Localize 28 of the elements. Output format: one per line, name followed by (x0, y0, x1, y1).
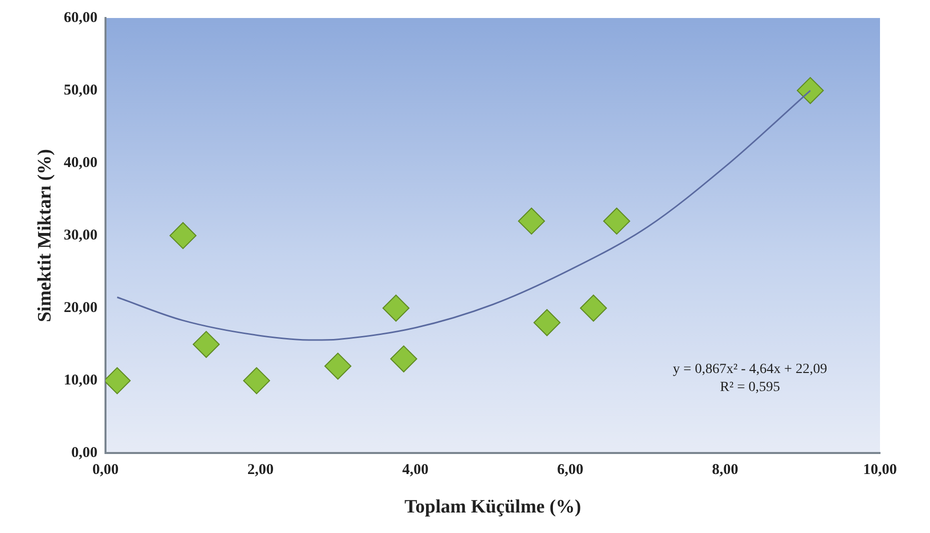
y-tick-label: 0,00 (71, 445, 98, 462)
y-axis-title: Simektit Miktarı (%) (34, 149, 56, 322)
annotation: y = 0,867x² - 4,64x + 22,09 (672, 362, 828, 378)
x-tick-label: 6,00 (557, 462, 584, 478)
point (169, 222, 196, 250)
point (580, 294, 607, 322)
point (192, 330, 220, 358)
point (243, 367, 270, 394)
point (390, 345, 418, 372)
x-tick-label: 0,00 (92, 462, 119, 478)
point (796, 77, 824, 104)
annotation: R² = 0,595 (720, 380, 780, 396)
point (603, 208, 630, 235)
x-axis-title: Toplam Küçülme (%) (404, 496, 582, 518)
y-tick-label: 10,00 (64, 372, 98, 389)
point (518, 208, 545, 235)
point (533, 309, 560, 336)
point (324, 352, 352, 380)
x-tick-label: 4,00 (402, 462, 428, 478)
y-tick-label: 60,00 (64, 10, 98, 26)
x-tick-label: 2,00 (247, 462, 274, 478)
x-tick-label: 10,00 (863, 462, 897, 478)
y-tick-label: 50,00 (64, 82, 98, 98)
y-tick-label: 30,00 (64, 227, 98, 244)
y-tick-label: 40,00 (64, 154, 98, 171)
y-tick-label: 20,00 (64, 300, 98, 316)
x-tick-label: 8,00 (712, 462, 738, 478)
point (382, 294, 410, 322)
